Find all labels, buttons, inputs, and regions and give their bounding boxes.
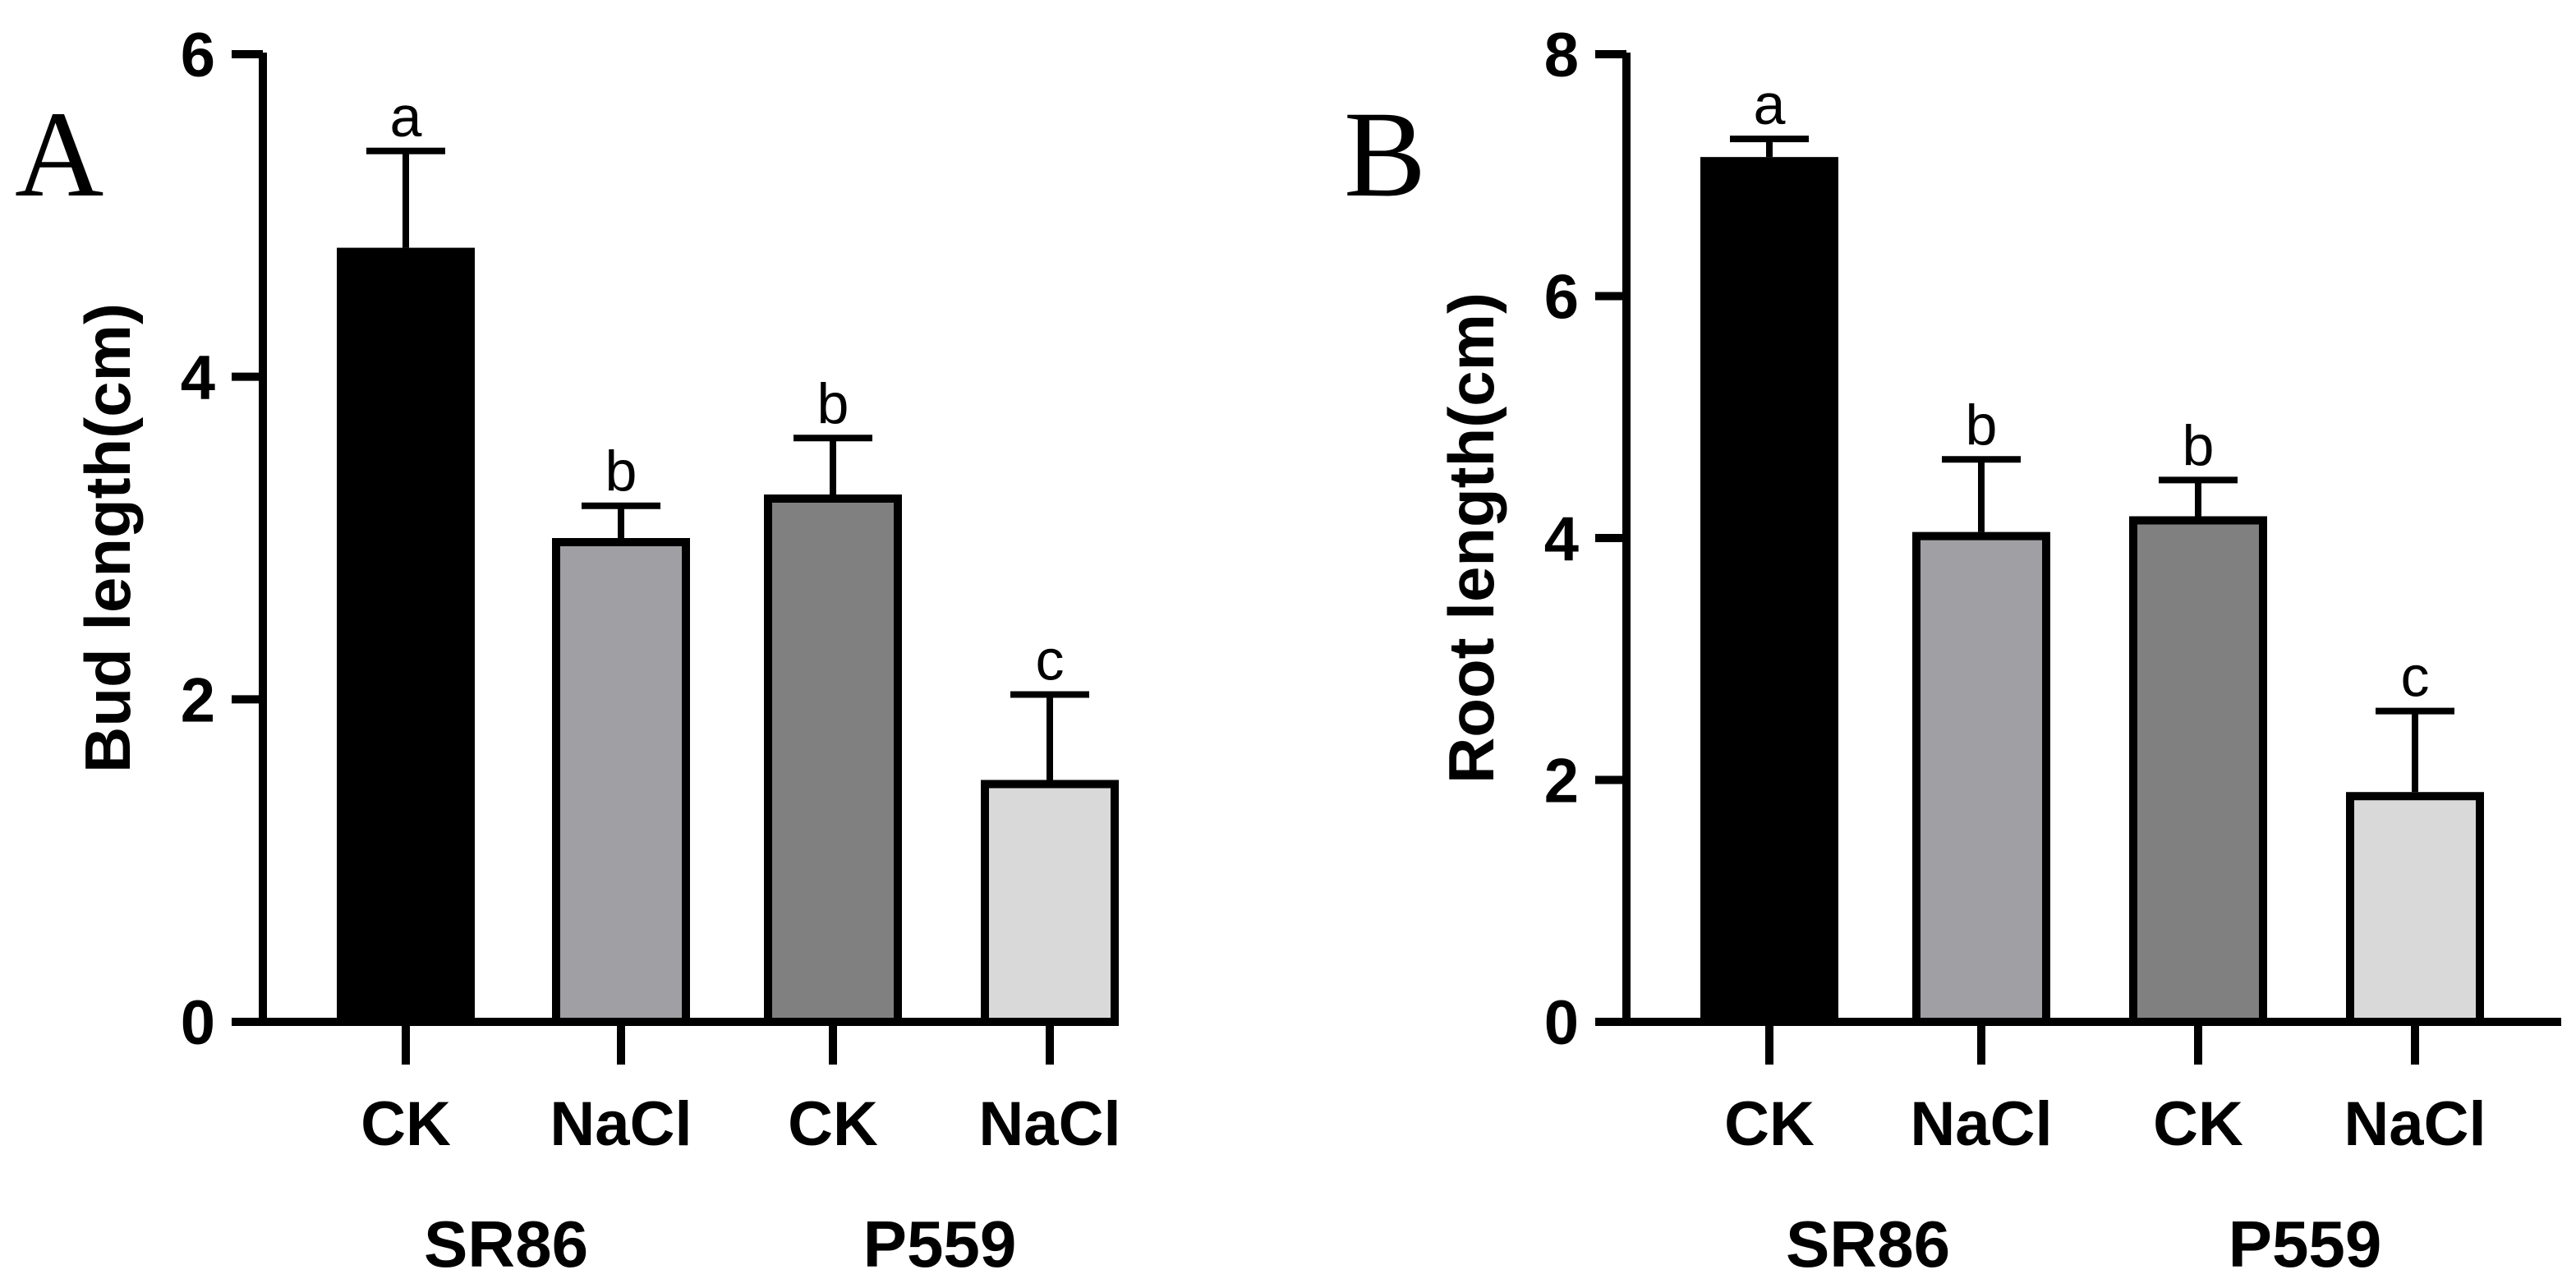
y-tick-label: 6	[181, 21, 215, 90]
significance-label: b	[2183, 413, 2215, 477]
bar	[2346, 792, 2484, 1026]
significance-label: c	[1036, 628, 1065, 692]
y-tick-label: 4	[1544, 504, 1579, 574]
significance-label: a	[390, 85, 422, 149]
bar	[764, 494, 902, 1026]
y-tick-label: 6	[1544, 263, 1579, 333]
bar	[981, 780, 1119, 1026]
panel-label: B	[1344, 86, 1426, 223]
y-axis-label: Root length(cm)	[1435, 292, 1507, 784]
bar	[2129, 516, 2267, 1026]
significance-label: a	[1754, 72, 1786, 136]
bar	[1700, 157, 1838, 1023]
x-tick-label: NaCl	[978, 1089, 1120, 1159]
significance-label: b	[605, 439, 637, 504]
bar	[1912, 531, 2050, 1026]
bar	[552, 538, 690, 1026]
x-tick-label: NaCl	[2344, 1089, 2486, 1159]
significance-label: b	[817, 371, 849, 435]
chart-panel-a: A Bud length(cm) 0 2 4 6 a CK b NaCl b CK c NaCl SR86 P…	[15, 21, 1121, 1281]
x-tick-label: NaCl	[1910, 1089, 2052, 1159]
y-tick-label: 0	[181, 988, 215, 1058]
group-label: P559	[863, 1208, 1017, 1281]
y-axis-label: Bud length(cm)	[71, 303, 144, 773]
y-tick-label: 8	[1544, 21, 1579, 90]
x-tick-label: NaCl	[550, 1089, 692, 1159]
x-tick-label: CK	[788, 1089, 878, 1159]
x-tick-label: CK	[361, 1089, 451, 1159]
x-tick-label: CK	[2153, 1089, 2243, 1159]
y-tick-label: 0	[1544, 988, 1579, 1058]
group-label: SR86	[424, 1208, 588, 1281]
significance-label: b	[1966, 393, 1998, 457]
x-tick-label: CK	[1724, 1089, 1815, 1159]
y-tick-label: 2	[1544, 747, 1579, 816]
panel-label: A	[15, 86, 104, 223]
group-label: P559	[2229, 1208, 2382, 1281]
y-tick-label: 4	[181, 343, 215, 413]
significance-label: c	[2401, 645, 2430, 709]
bar	[337, 247, 475, 1023]
y-tick-label: 2	[181, 665, 215, 735]
group-label: SR86	[1786, 1208, 1950, 1281]
